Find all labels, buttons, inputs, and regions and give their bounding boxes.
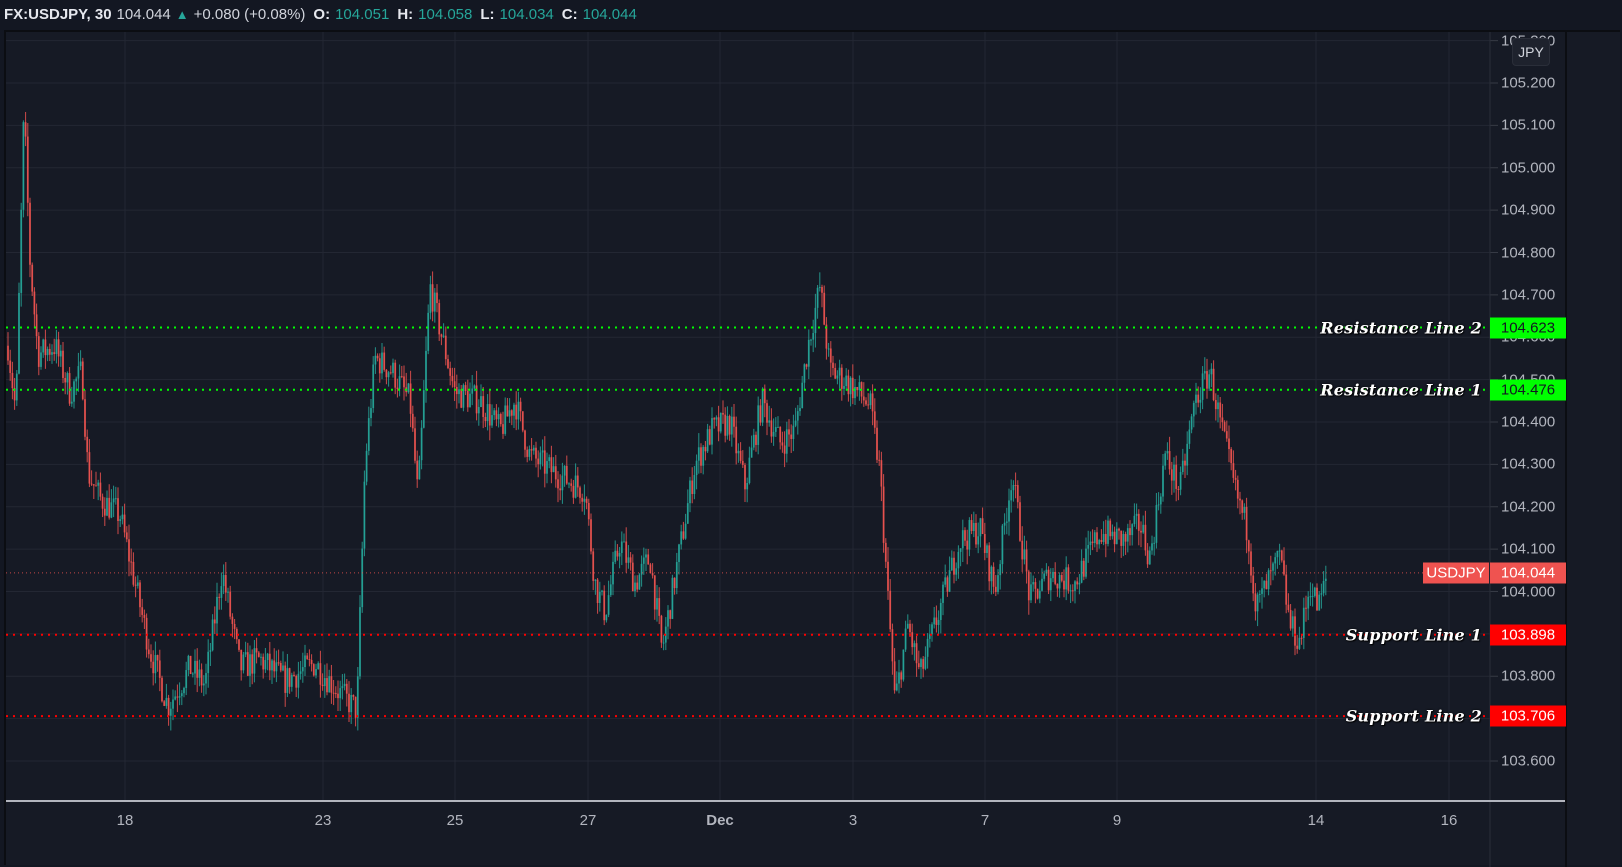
time-axis-label: 25: [446, 812, 464, 829]
support-line-label: Support Line 1: [1345, 625, 1482, 645]
candles: [7, 111, 1327, 731]
price-axis-label: 104.300: [1501, 455, 1556, 473]
time-axis-label: 9: [1112, 812, 1122, 829]
resistance-line-label: Resistance Line 2: [1320, 318, 1482, 337]
chart-frame: [4, 30, 1620, 865]
low-key: L:: [480, 5, 495, 23]
time-axis-label: 7: [980, 812, 990, 829]
time-axis-label: 27: [579, 812, 597, 829]
high-value: 104.058: [418, 5, 473, 23]
price-axis-label: 103.800: [1501, 667, 1556, 685]
low-value: 104.034: [499, 5, 554, 23]
open-key: O:: [313, 5, 331, 23]
time-axis-label: 18: [116, 812, 134, 829]
time-axis-label: 23: [314, 812, 332, 829]
last-price-tag: 104.044: [1490, 562, 1566, 584]
support-price-tag: 103.898: [1490, 624, 1566, 646]
time-axis-label: 16: [1440, 812, 1458, 829]
price-axis-label: 105.100: [1501, 116, 1556, 134]
resistance-price-tag: 104.623: [1490, 317, 1566, 338]
currency-badge[interactable]: JPY: [1512, 38, 1550, 66]
price-axis-label: 104.900: [1501, 201, 1556, 219]
time-axis-label: 3: [848, 812, 858, 829]
support-line-label: Support Line 2: [1345, 706, 1482, 726]
price-change: +0.080 (+0.08%): [193, 5, 306, 23]
price-axis-label: 104.700: [1501, 286, 1556, 304]
open-value: 104.051: [335, 5, 390, 23]
close-value: 104.044: [582, 5, 637, 23]
symbol-name[interactable]: FX:USDJPY, 30: [4, 5, 112, 23]
price-axis-label: 105.000: [1501, 159, 1556, 177]
time-axis-label: 14: [1307, 812, 1325, 829]
close-key: C:: [561, 5, 578, 23]
resistance-line-label: Resistance Line 1: [1320, 380, 1482, 400]
price-axis-label: 103.600: [1501, 752, 1556, 770]
last-price-symbol-tag: USDJPY: [1423, 562, 1489, 584]
price-axis-label: 105.200: [1501, 74, 1556, 92]
price-axis-label: 104.100: [1501, 540, 1556, 558]
resistance-price-tag: 104.476: [1490, 379, 1566, 401]
price-axis-label: 104.400: [1501, 413, 1556, 431]
time-axis-label: Dec: [706, 812, 734, 829]
symbol-legend: FX:USDJPY, 30 104.044 ▲ +0.080 (+0.08%) …: [4, 4, 637, 24]
support-price-tag: 103.706: [1490, 705, 1566, 727]
price-axis-label: 104.800: [1501, 244, 1556, 261]
high-key: H:: [397, 5, 414, 23]
price-axis-label: 104.000: [1501, 583, 1556, 600]
price-axis-label: 104.200: [1501, 498, 1556, 516]
last-price: 104.044: [116, 5, 171, 23]
triangle-up-icon: ▲: [175, 6, 189, 22]
